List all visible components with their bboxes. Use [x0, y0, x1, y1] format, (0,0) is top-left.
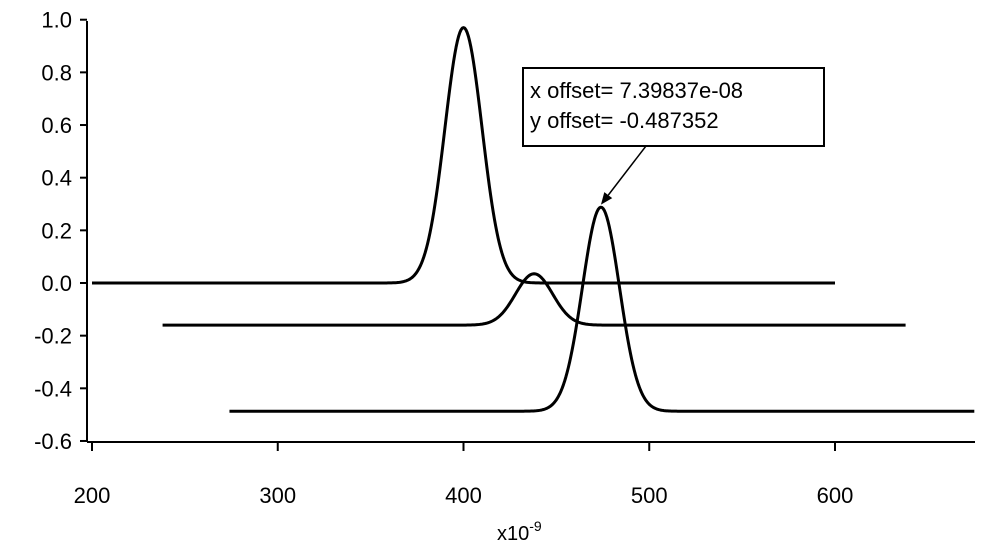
annotation-box [522, 67, 825, 147]
offset-annotation: x offset= 7.39837e-08 y offset= -0.48735… [522, 67, 825, 205]
series-line-1 [91, 26, 836, 285]
x-unit-exponent: -9 [529, 518, 542, 534]
annotation-arrow-head [600, 192, 613, 205]
x-ticks: 200 300 400 500 600 [74, 442, 854, 508]
y-tick-label: 0.6 [41, 113, 72, 138]
x-tick-label: 300 [259, 483, 296, 508]
x-unit-base: x10 [497, 523, 529, 545]
y-tick-label: 1.0 [41, 8, 72, 33]
y-tick-label: 0.8 [41, 60, 72, 85]
series-group [91, 26, 975, 413]
y-tick-label: -0.2 [34, 324, 72, 349]
y-tick-label: -0.4 [34, 376, 72, 401]
x-tick-label: 500 [631, 483, 668, 508]
y-tick-label: 0.0 [41, 271, 72, 296]
series-line-2 [162, 272, 906, 327]
axes [86, 21, 975, 443]
y-tick-label: -0.6 [34, 429, 72, 454]
y-ticks: 1.0 0.8 0.6 0.4 0.2 0.0 -0.2 -0.4 -0.6 [34, 8, 87, 454]
annotation-line-y-offset: y offset= -0.487352 [530, 108, 719, 133]
x-axis-unit-label: x10-9 [497, 518, 542, 545]
annotation-arrow-line [607, 145, 647, 196]
series-line-3 [229, 205, 975, 413]
x-tick-label: 400 [445, 483, 482, 508]
x-tick-label: 200 [74, 483, 111, 508]
y-tick-label: 0.2 [41, 218, 72, 243]
x-tick-label: 600 [817, 483, 854, 508]
y-tick-label: 0.4 [41, 166, 72, 191]
annotation-line-x-offset: x offset= 7.39837e-08 [530, 78, 743, 103]
